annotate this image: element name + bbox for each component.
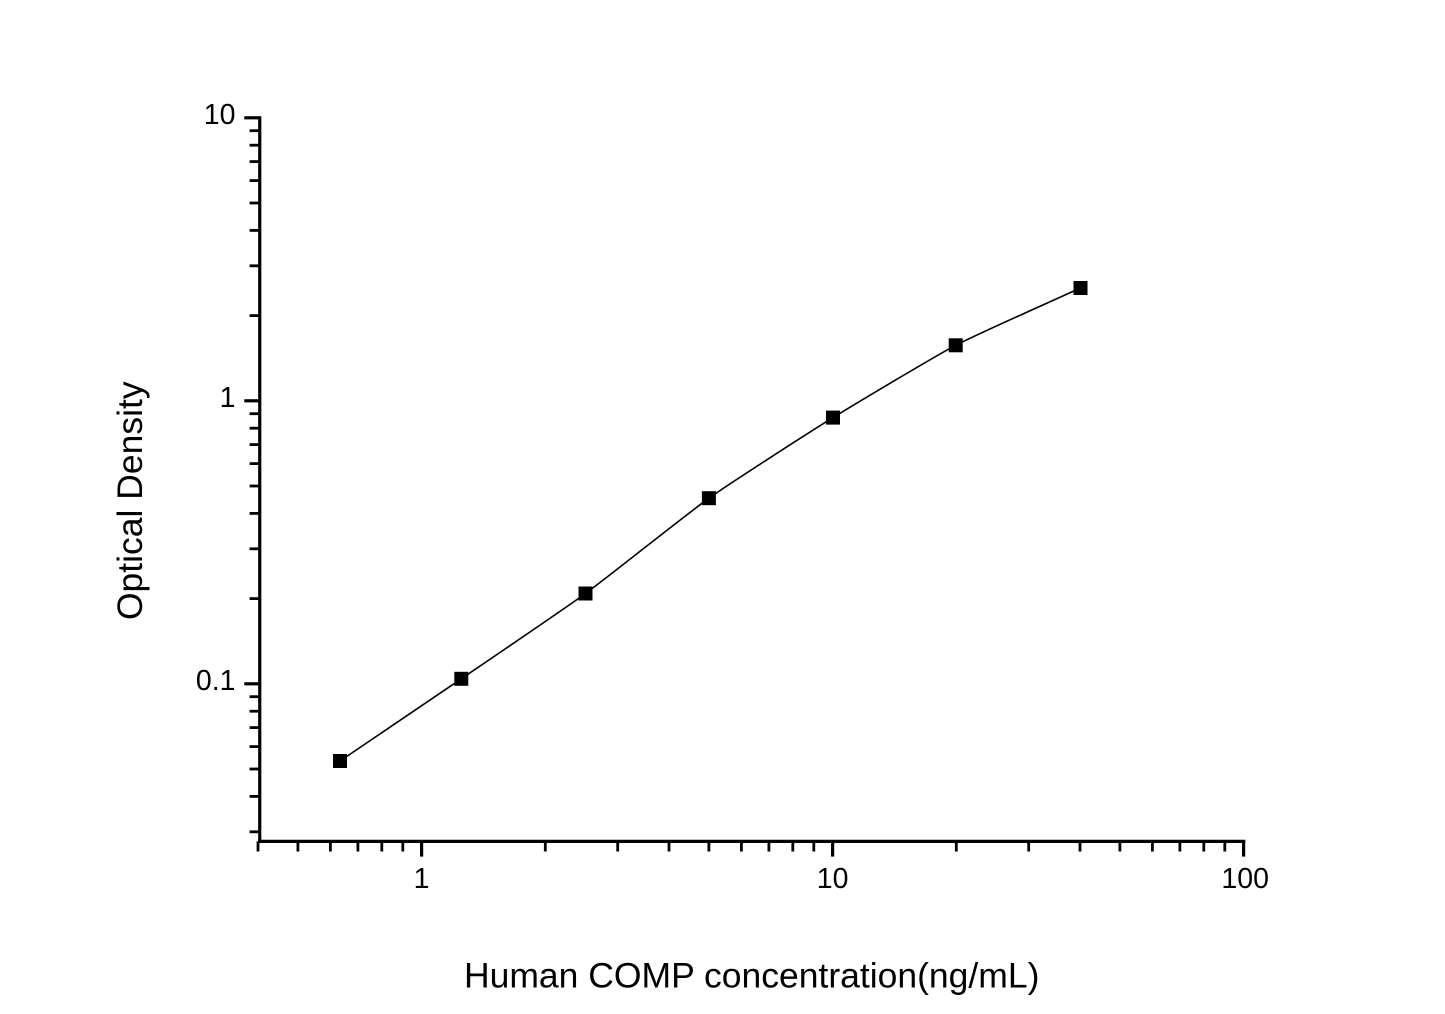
svg-text:1: 1	[414, 863, 430, 895]
svg-text:0.1: 0.1	[196, 665, 236, 697]
svg-text:Human COMP concentration(ng/mL: Human COMP concentration(ng/mL)	[464, 955, 1039, 995]
svg-text:100: 100	[1221, 863, 1269, 895]
svg-text:1: 1	[220, 382, 236, 414]
svg-text:10: 10	[204, 99, 236, 131]
svg-text:Optical Density: Optical Density	[110, 381, 150, 620]
svg-text:10: 10	[817, 863, 849, 895]
